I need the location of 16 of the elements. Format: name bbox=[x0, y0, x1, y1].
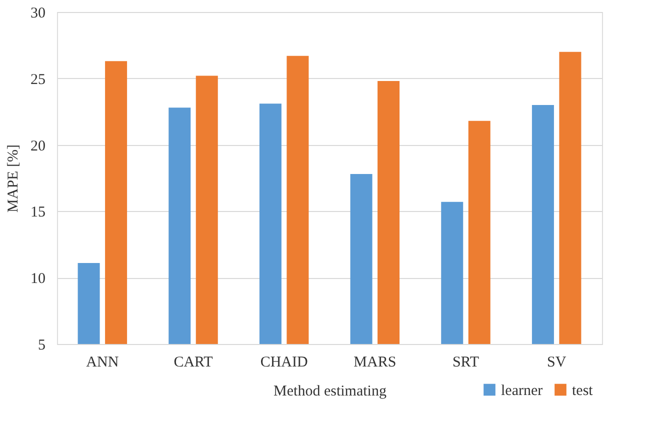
y-tick-label: 25 bbox=[30, 72, 46, 88]
y-tick-label: 10 bbox=[30, 271, 46, 288]
y-tick-label: 20 bbox=[30, 138, 46, 154]
x-tick-label: SRT bbox=[452, 354, 480, 370]
legend-label: learner bbox=[501, 382, 543, 399]
y-tick-label: 15 bbox=[30, 204, 46, 221]
y-tick-label: 5 bbox=[38, 338, 46, 354]
y-axis-title: MAPE [%] bbox=[6, 144, 22, 212]
x-tick-label: ANN bbox=[86, 354, 119, 370]
x-tick-label: SV bbox=[546, 354, 566, 370]
legend-label: test bbox=[572, 382, 594, 399]
x-tick-label: CHAID bbox=[260, 354, 308, 370]
x-axis-title: Method estimating bbox=[274, 384, 387, 400]
y-tick-label: 30 bbox=[30, 6, 46, 22]
x-tick-label: MARS bbox=[354, 354, 396, 370]
x-tick-label: CART bbox=[174, 354, 213, 370]
